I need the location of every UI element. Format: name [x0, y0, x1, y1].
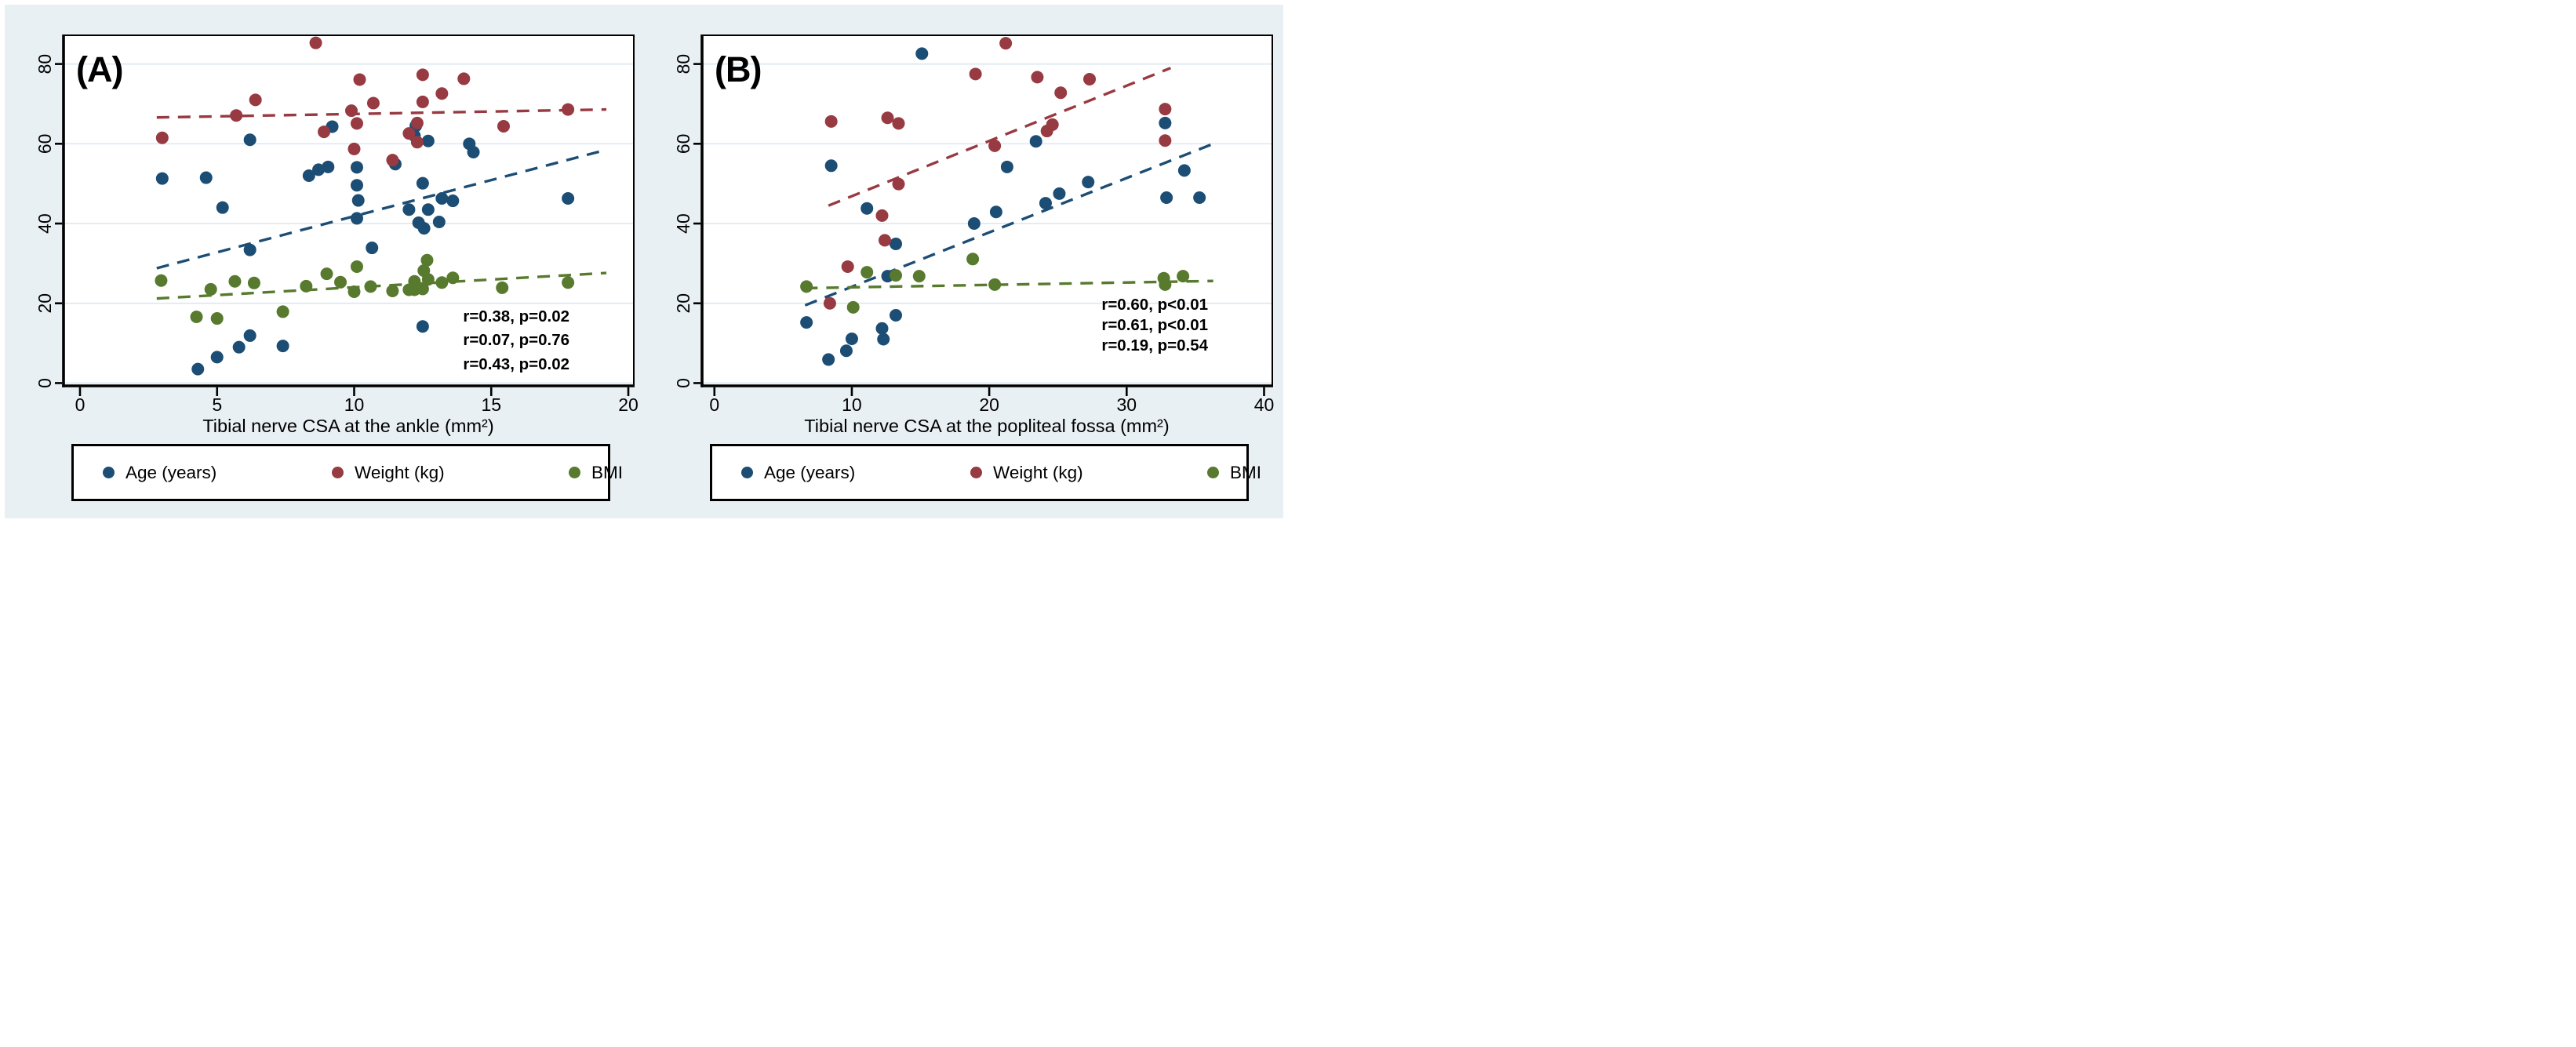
svg-text:60: 60 — [673, 134, 693, 155]
legend-entry-bmi: BMI — [569, 463, 623, 483]
legend-entry-weight: Weight (kg) — [970, 463, 1207, 483]
legend-label-age: Age (years) — [764, 462, 856, 482]
x-axis-title-B: Tibial nerve CSA at the popliteal fossa … — [804, 416, 1169, 436]
legend-entry-age: Age (years) — [741, 463, 970, 483]
plot-area-A — [63, 35, 635, 387]
scatter-plot-popliteal-fossa: 0 10 20 30 40 0 20 40 60 80 Tibial nerve CSA at th… — [673, 35, 1274, 436]
bmi-series-dot-icon — [569, 467, 580, 478]
legend-label-bmi: BMI — [591, 462, 624, 482]
panel-B: 0 10 20 30 40 0 20 40 60 80 Tibial nerve CSA at th… — [647, 6, 1279, 517]
svg-text:0: 0 — [709, 394, 719, 415]
x-axis-ticks-B: 0 10 20 30 40 — [709, 387, 1274, 415]
trend-line-bmi-B — [805, 279, 1213, 290]
svg-text:10: 10 — [842, 394, 862, 415]
legend-label-bmi: BMI — [1230, 462, 1262, 482]
svg-text:r=0.43, p=0.02: r=0.43, p=0.02 — [463, 355, 569, 373]
scatter-plot-ankle: 0 5 10 15 20 0 20 40 60 80 Tibial nerve CSA at the… — [35, 35, 639, 436]
bmi-series-dot-icon — [1207, 467, 1219, 478]
panel-letter-A: (A) — [76, 49, 122, 89]
y-axis-ticks-A: 0 20 40 60 80 — [35, 54, 63, 388]
x-axis-title-A: Tibial nerve CSA at the ankle (mm²) — [202, 416, 493, 436]
svg-text:0: 0 — [35, 378, 55, 388]
svg-text:0: 0 — [75, 394, 86, 415]
legend-label-age: Age (years) — [126, 462, 217, 482]
legend-entry-bmi: BMI — [1207, 463, 1261, 483]
svg-text:30: 30 — [1117, 394, 1137, 415]
legend-entry-weight: Weight (kg) — [332, 463, 569, 483]
y-axis-ticks-B: 0 20 40 60 80 — [673, 54, 701, 388]
plot-area-B — [701, 35, 1273, 387]
legend-entry-age: Age (years) — [103, 463, 332, 483]
points-bmi-A — [155, 253, 575, 325]
legend-label-weight: Weight (kg) — [355, 462, 445, 482]
svg-text:r=0.61, p<0.01: r=0.61, p<0.01 — [1101, 316, 1208, 334]
x-axis-ticks-A: 0 5 10 15 20 — [75, 387, 639, 415]
correlation-annotations-A: r=0.38, p=0.02 r=0.07, p=0.76 r=0.43, p=0.… — [463, 307, 569, 373]
svg-text:r=0.38, p=0.02: r=0.38, p=0.02 — [463, 307, 569, 325]
svg-text:60: 60 — [35, 134, 55, 155]
legend-label-weight: Weight (kg) — [993, 462, 1083, 482]
svg-text:40: 40 — [673, 213, 693, 234]
points-age-B — [800, 47, 1206, 366]
gridlines-B — [703, 63, 1272, 384]
panel-A: 0 5 10 15 20 0 20 40 60 80 Tibial nerve CSA at the… — [9, 6, 641, 517]
points-weight-B — [823, 37, 1172, 310]
weight-series-dot-icon — [970, 467, 982, 478]
age-series-dot-icon — [103, 467, 115, 478]
svg-text:10: 10 — [344, 394, 365, 415]
trend-line-bmi-A — [156, 271, 607, 300]
svg-text:80: 80 — [35, 54, 55, 75]
gridlines-A — [64, 63, 633, 384]
svg-text:20: 20 — [673, 293, 693, 314]
svg-text:r=0.19, p=0.54: r=0.19, p=0.54 — [1101, 336, 1208, 354]
age-series-dot-icon — [741, 467, 753, 478]
svg-text:0: 0 — [673, 378, 693, 388]
legend-B: Age (years) Weight (kg) BMI — [710, 444, 1261, 501]
weight-series-dot-icon — [332, 467, 344, 478]
points-weight-A — [155, 36, 575, 167]
svg-text:80: 80 — [673, 54, 693, 75]
figure-scatter-panels: 0 5 10 15 20 0 20 40 60 80 Tibial nerve CSA at the… — [0, 0, 1288, 523]
points-bmi-B — [800, 253, 1190, 314]
svg-text:r=0.60, p<0.01: r=0.60, p<0.01 — [1101, 296, 1208, 314]
svg-text:20: 20 — [35, 293, 55, 314]
panel-letter-B: (B) — [715, 49, 761, 89]
svg-text:r=0.07, p=0.76: r=0.07, p=0.76 — [463, 331, 569, 349]
trend-line-weight-B — [828, 67, 1172, 207]
svg-text:20: 20 — [618, 394, 639, 415]
trend-line-age-B — [804, 142, 1214, 307]
legend-A: Age (years) Weight (kg) BMI — [71, 444, 623, 501]
svg-text:40: 40 — [35, 213, 55, 234]
svg-text:5: 5 — [212, 394, 222, 415]
trend-line-age-A — [156, 148, 607, 270]
svg-text:15: 15 — [481, 394, 501, 415]
svg-text:40: 40 — [1254, 394, 1275, 415]
correlation-annotations-B: r=0.60, p<0.01 r=0.61, p<0.01 r=0.19, p=0.… — [1101, 296, 1208, 354]
svg-text:20: 20 — [979, 394, 999, 415]
